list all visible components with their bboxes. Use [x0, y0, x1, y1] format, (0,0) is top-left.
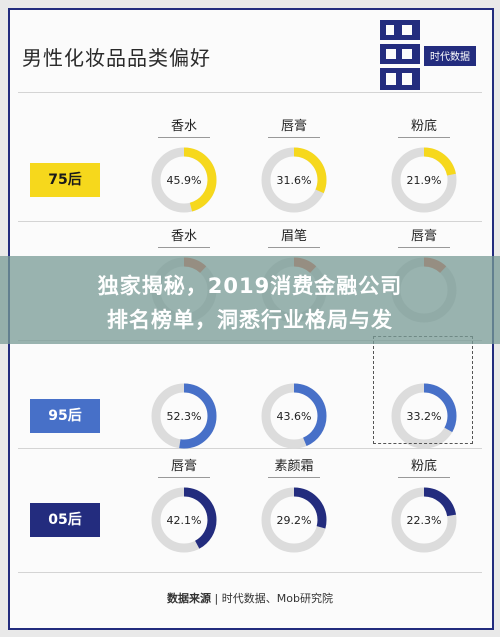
donut-value-label: 45.9%: [167, 174, 202, 187]
donut-chart: 22.3%: [391, 487, 457, 553]
row-label: 05后: [30, 503, 100, 537]
category-label: [136, 354, 232, 372]
category-underline: [158, 137, 210, 138]
donut-cell: 粉底 22.3%: [376, 458, 472, 558]
donut-value-label: 42.1%: [167, 514, 202, 527]
category-underline: [398, 247, 450, 248]
donut-value-arc: [151, 383, 217, 449]
footer-divider: [18, 572, 482, 573]
donut-value-label: 21.9%: [407, 174, 442, 187]
source-text: 时代数据、Mob研究院: [221, 592, 333, 605]
donut-value-label: 43.6%: [277, 410, 312, 423]
overlay-banner[interactable]: 独家揭秘，2019消费金融公司 排名榜单，洞悉行业格局与发: [0, 256, 500, 344]
row-divider-1: [18, 221, 482, 222]
donut-value-arc: [391, 383, 457, 449]
category-label: 唇膏: [170, 459, 197, 474]
donut-chart: 52.3%: [151, 383, 217, 449]
donut-cell: 52.3%: [136, 354, 232, 454]
donut-value-arc: [261, 487, 327, 553]
row-label: 95后: [30, 399, 100, 433]
donut-value-label: 29.2%: [277, 514, 312, 527]
donut-chart: 21.9%: [391, 147, 457, 213]
source-separator: |: [214, 592, 219, 605]
banner-line-1: 独家揭秘，2019消费金融公司: [97, 274, 403, 298]
donut-chart: 45.9%: [151, 147, 217, 213]
donut-cell: 33.2%: [376, 354, 472, 454]
row-divider-3: [18, 448, 482, 449]
donut-cell: 香水 45.9%: [136, 118, 232, 218]
category-label: 香水: [170, 119, 197, 134]
donut-chart: 33.2%: [391, 383, 457, 449]
donut-value-arc: [151, 487, 217, 553]
category-label: 眉笔: [280, 229, 307, 244]
row-label: 75后: [30, 163, 100, 197]
category-underline: [398, 137, 450, 138]
donut-chart: 42.1%: [151, 487, 217, 553]
donut-cell: 唇膏 42.1%: [136, 458, 232, 558]
donut-chart: 43.6%: [261, 383, 327, 449]
donut-chart: 31.6%: [261, 147, 327, 213]
category-label: 粉底: [410, 119, 437, 134]
category-underline: [268, 247, 320, 248]
donut-value-arc: [391, 147, 457, 213]
category-underline: [268, 137, 320, 138]
category-label: 香水: [170, 229, 197, 244]
logo-subtext: 时代数据: [430, 50, 470, 63]
category-underline: [268, 477, 320, 478]
category-underline: [398, 477, 450, 478]
donut-value-label: 33.2%: [407, 410, 442, 423]
donut-value-arc: [261, 383, 327, 449]
data-god-logo: 时代数据: [380, 20, 476, 90]
donut-cell: 唇膏 31.6%: [246, 118, 342, 218]
category-label: 粉底: [410, 459, 437, 474]
highlight-dashed-box: [373, 336, 473, 444]
banner-line-2: 排名榜单，洞悉行业格局与发: [107, 308, 393, 332]
category-underline: [158, 247, 210, 248]
data-source: 数据来源 | 时代数据、Mob研究院: [0, 590, 500, 606]
donut-cell: 43.6%: [246, 354, 342, 454]
category-underline: [158, 477, 210, 478]
category-label: 唇膏: [280, 119, 307, 134]
donut-value-label: 31.6%: [277, 174, 312, 187]
donut-value-arc: [261, 147, 327, 213]
donut-value-label: 22.3%: [407, 514, 442, 527]
source-label: 数据来源: [167, 592, 212, 605]
donut-value-arc: [151, 147, 217, 213]
donut-value-label: 52.3%: [167, 410, 202, 423]
page-title: 男性化妆品品类偏好: [22, 46, 211, 70]
donut-value-arc: [391, 487, 457, 553]
donut-cell: 素颜霜 29.2%: [246, 458, 342, 558]
category-label: 唇膏: [410, 229, 437, 244]
title-divider: [18, 92, 482, 93]
category-label: 素颜霜: [274, 459, 314, 474]
category-label: [246, 354, 342, 372]
donut-chart: 29.2%: [261, 487, 327, 553]
donut-cell: 粉底 21.9%: [376, 118, 472, 218]
